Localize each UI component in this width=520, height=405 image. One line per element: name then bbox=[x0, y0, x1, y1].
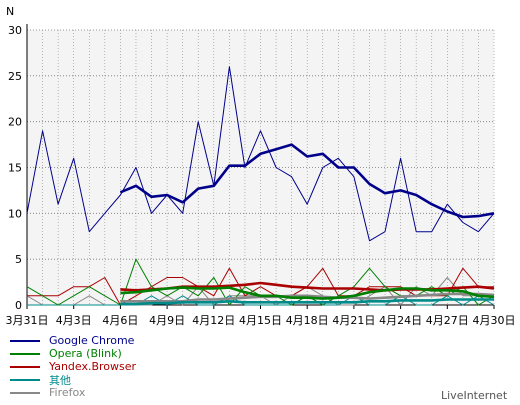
legend-item: Opera (Blink) bbox=[10, 347, 136, 360]
x-tick-label: 4月27日 bbox=[426, 314, 469, 327]
legend-label: Firefox bbox=[49, 386, 86, 399]
legend-swatch bbox=[10, 378, 40, 381]
legend-swatch bbox=[10, 339, 40, 342]
x-tick-label: 3月31日 bbox=[6, 314, 49, 327]
legend-swatch bbox=[10, 365, 40, 368]
legend-label: Opera (Blink) bbox=[49, 347, 122, 360]
series bbox=[26, 66, 495, 306]
legend-label: Google Chrome bbox=[49, 334, 135, 347]
x-tick-label: 4月18日 bbox=[286, 314, 329, 327]
x-tick-label: 4月9日 bbox=[149, 314, 185, 327]
legend-label: 其他 bbox=[49, 373, 71, 387]
credit-label: LiveInternet bbox=[441, 389, 508, 402]
grid bbox=[27, 29, 495, 305]
legend-item: Firefox bbox=[10, 386, 136, 399]
y-tick-label: 20 bbox=[8, 116, 22, 129]
x-tick-label: 4月21日 bbox=[332, 314, 375, 327]
legend-label: Yandex.Browser bbox=[49, 360, 137, 373]
legend-swatch bbox=[10, 352, 40, 355]
x-tick-label: 4月6日 bbox=[102, 314, 138, 327]
x-tick-label: 4月30日 bbox=[473, 314, 516, 327]
y-tick-label: 25 bbox=[8, 70, 22, 83]
y-tick-label: 10 bbox=[8, 207, 22, 220]
x-tick-label: 4月12日 bbox=[192, 314, 235, 327]
x-tick-label: 4月24日 bbox=[379, 314, 422, 327]
y-tick-label: 30 bbox=[8, 24, 22, 37]
x-tick-label: 4月15日 bbox=[239, 314, 282, 327]
legend: Google Chrome Opera (Blink) Yandex.Browser… bbox=[10, 334, 136, 399]
chart-svg: 0 5 10 15 20 25 30 3月31日 4月3日 4月6日 4月9日 4月12日 4月15日 4… bbox=[6, 5, 516, 327]
legend-item: 其他 bbox=[10, 373, 136, 387]
series-daily-google-chrome bbox=[26, 66, 495, 242]
labels: 0 5 10 15 20 25 30 3月31日 4月3日 4月6日 4月9日 4月12日 4月15日 4… bbox=[6, 5, 516, 327]
legend-swatch bbox=[10, 391, 40, 394]
legend-item: Yandex.Browser bbox=[10, 360, 136, 373]
y-axis-label: N bbox=[6, 5, 14, 18]
y-tick-label: 15 bbox=[8, 162, 22, 175]
legend-item: Google Chrome bbox=[10, 334, 136, 347]
y-tick-label: 0 bbox=[15, 299, 22, 312]
series-average-opera-blink bbox=[120, 286, 495, 300]
series-average-google-chrome bbox=[119, 143, 495, 219]
y-tick-label: 5 bbox=[15, 253, 22, 266]
series-daily-other bbox=[27, 295, 495, 306]
x-tick-label: 4月3日 bbox=[56, 314, 92, 327]
series-average-other bbox=[120, 298, 494, 306]
